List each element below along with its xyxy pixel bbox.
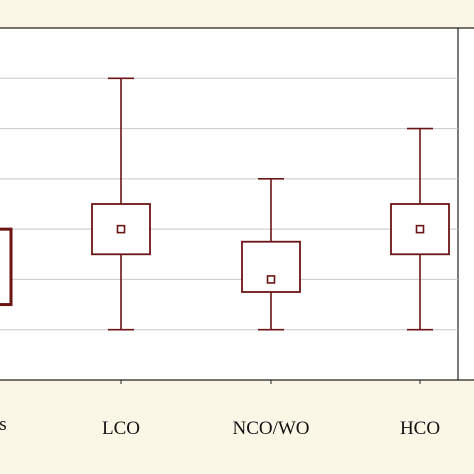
box-ts	[0, 227, 13, 307]
iqr-box	[241, 240, 301, 293]
median-marker	[266, 275, 276, 284]
x-tick-label: NCO/WO	[232, 418, 309, 439]
grid-lines	[0, 77, 458, 331]
box-hco	[390, 127, 450, 331]
box-nco-wo	[241, 178, 301, 331]
median-marker	[415, 224, 425, 234]
box-lco	[91, 77, 151, 331]
x-tick-labels: ts LCO NCO/WO HCO	[0, 414, 440, 439]
boxes	[0, 77, 450, 331]
x-ticks	[120, 380, 421, 384]
iqr-box	[0, 227, 13, 307]
median-marker	[116, 224, 126, 234]
x-tick-label: LCO	[102, 418, 140, 439]
x-tick-label: HCO	[400, 418, 440, 439]
x-tick-label: ts	[0, 414, 7, 435]
